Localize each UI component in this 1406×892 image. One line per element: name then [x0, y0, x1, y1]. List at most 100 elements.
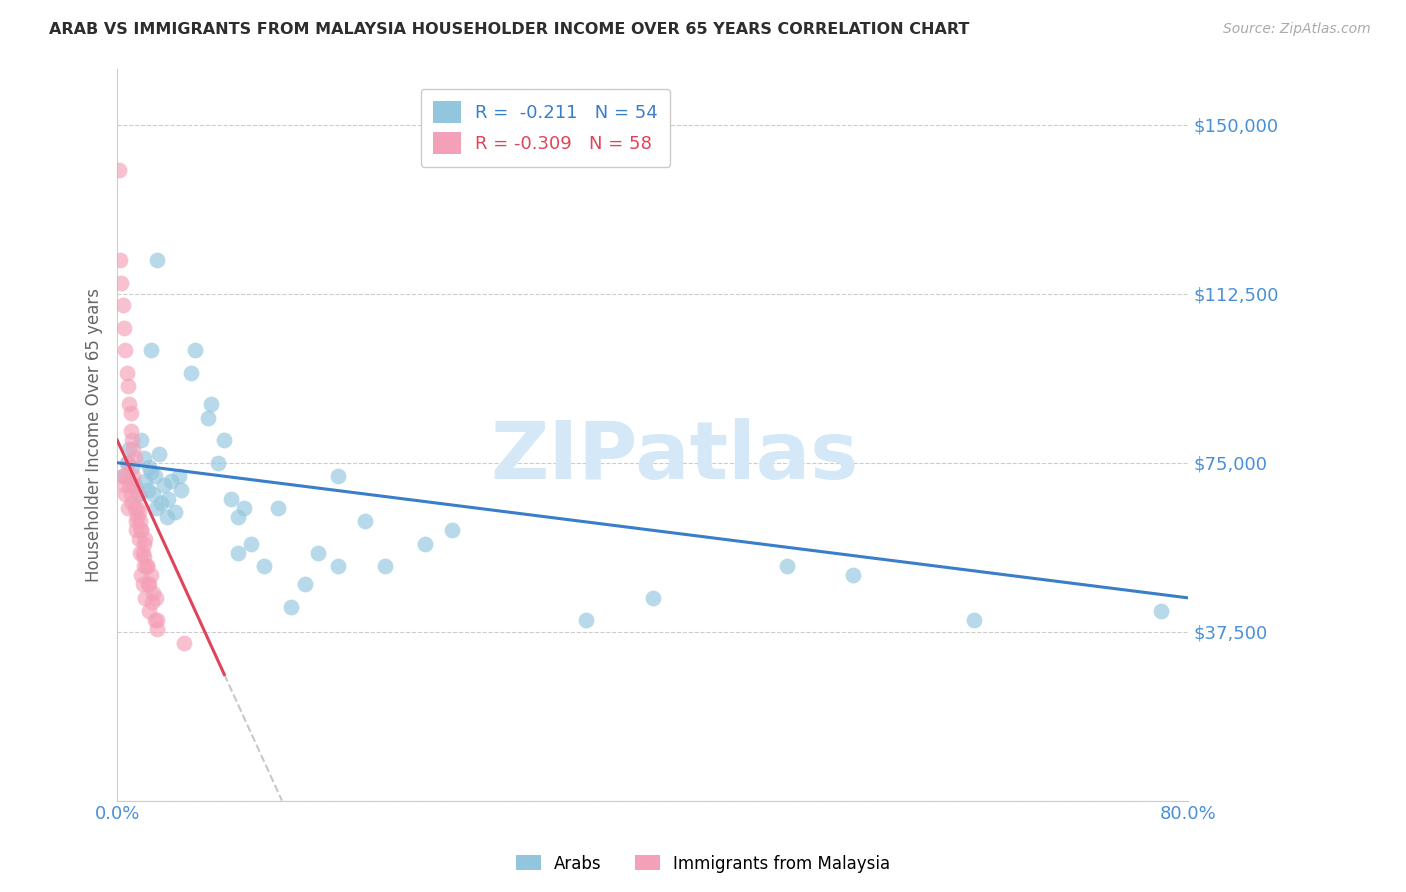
- Point: [150, 496, 173, 510]
- Point: [139, 343, 162, 357]
- Point: [112, 320, 135, 334]
- Point: [142, 487, 165, 501]
- Point: [111, 469, 134, 483]
- Point: [307, 546, 329, 560]
- Point: [413, 537, 436, 551]
- Point: [575, 614, 598, 628]
- Point: [641, 591, 664, 605]
- Point: [124, 500, 146, 515]
- Point: [127, 487, 149, 501]
- Point: [253, 559, 276, 574]
- Point: [280, 599, 302, 614]
- Point: [170, 483, 193, 497]
- Point: [132, 550, 155, 565]
- Point: [141, 595, 163, 609]
- Point: [122, 442, 145, 457]
- Point: [111, 469, 134, 483]
- Point: [117, 379, 139, 393]
- Point: [136, 483, 159, 497]
- Point: [134, 533, 156, 547]
- Point: [139, 568, 162, 582]
- Point: [138, 604, 160, 618]
- Point: [122, 478, 145, 492]
- Point: [353, 514, 375, 528]
- Point: [374, 559, 396, 574]
- Point: [115, 456, 138, 470]
- Legend: R =  -0.211   N = 54, R = -0.309   N = 58: R = -0.211 N = 54, R = -0.309 N = 58: [420, 88, 671, 167]
- Point: [180, 366, 202, 380]
- Point: [125, 524, 148, 538]
- Point: [157, 491, 180, 506]
- Point: [963, 614, 986, 628]
- Point: [129, 433, 152, 447]
- Point: [115, 469, 138, 483]
- Point: [120, 487, 142, 501]
- Point: [326, 469, 349, 483]
- Point: [146, 614, 169, 628]
- Point: [132, 559, 155, 574]
- Point: [219, 491, 242, 506]
- Point: [136, 577, 159, 591]
- Legend: Arabs, Immigrants from Malaysia: Arabs, Immigrants from Malaysia: [509, 848, 897, 880]
- Point: [138, 577, 160, 591]
- Point: [120, 406, 142, 420]
- Text: ZIPatlas: ZIPatlas: [489, 417, 858, 496]
- Point: [127, 509, 149, 524]
- Point: [129, 514, 152, 528]
- Point: [226, 546, 249, 560]
- Point: [121, 433, 143, 447]
- Point: [127, 500, 149, 515]
- Point: [775, 559, 797, 574]
- Point: [148, 447, 170, 461]
- Point: [128, 533, 150, 547]
- Point: [207, 456, 229, 470]
- Point: [124, 478, 146, 492]
- Point: [138, 460, 160, 475]
- Point: [153, 478, 176, 492]
- Point: [173, 636, 195, 650]
- Point: [122, 469, 145, 483]
- Point: [125, 514, 148, 528]
- Point: [156, 509, 179, 524]
- Point: [128, 505, 150, 519]
- Point: [145, 591, 167, 605]
- Point: [120, 424, 142, 438]
- Point: [117, 500, 139, 515]
- Point: [107, 162, 129, 177]
- Point: [159, 474, 181, 488]
- Point: [108, 252, 131, 267]
- Point: [114, 343, 136, 357]
- Point: [146, 623, 169, 637]
- Point: [135, 559, 157, 574]
- Point: [214, 433, 236, 447]
- Point: [197, 410, 219, 425]
- Point: [129, 524, 152, 538]
- Point: [842, 568, 865, 582]
- Point: [131, 577, 153, 591]
- Point: [163, 505, 186, 519]
- Point: [112, 478, 135, 492]
- Point: [233, 500, 256, 515]
- Point: [440, 524, 463, 538]
- Point: [145, 500, 167, 515]
- Point: [143, 614, 166, 628]
- Point: [184, 343, 207, 357]
- Point: [129, 546, 152, 560]
- Point: [240, 537, 263, 551]
- Point: [117, 456, 139, 470]
- Point: [139, 465, 162, 479]
- Point: [128, 487, 150, 501]
- Point: [167, 469, 190, 483]
- Point: [118, 442, 141, 457]
- Point: [1150, 604, 1173, 618]
- Point: [142, 586, 165, 600]
- Point: [110, 276, 132, 290]
- Point: [115, 366, 138, 380]
- Point: [134, 474, 156, 488]
- Point: [118, 478, 141, 492]
- Point: [111, 298, 134, 312]
- Point: [131, 546, 153, 560]
- Y-axis label: Householder Income Over 65 years: Householder Income Over 65 years: [86, 287, 103, 582]
- Point: [121, 496, 143, 510]
- Point: [118, 397, 141, 411]
